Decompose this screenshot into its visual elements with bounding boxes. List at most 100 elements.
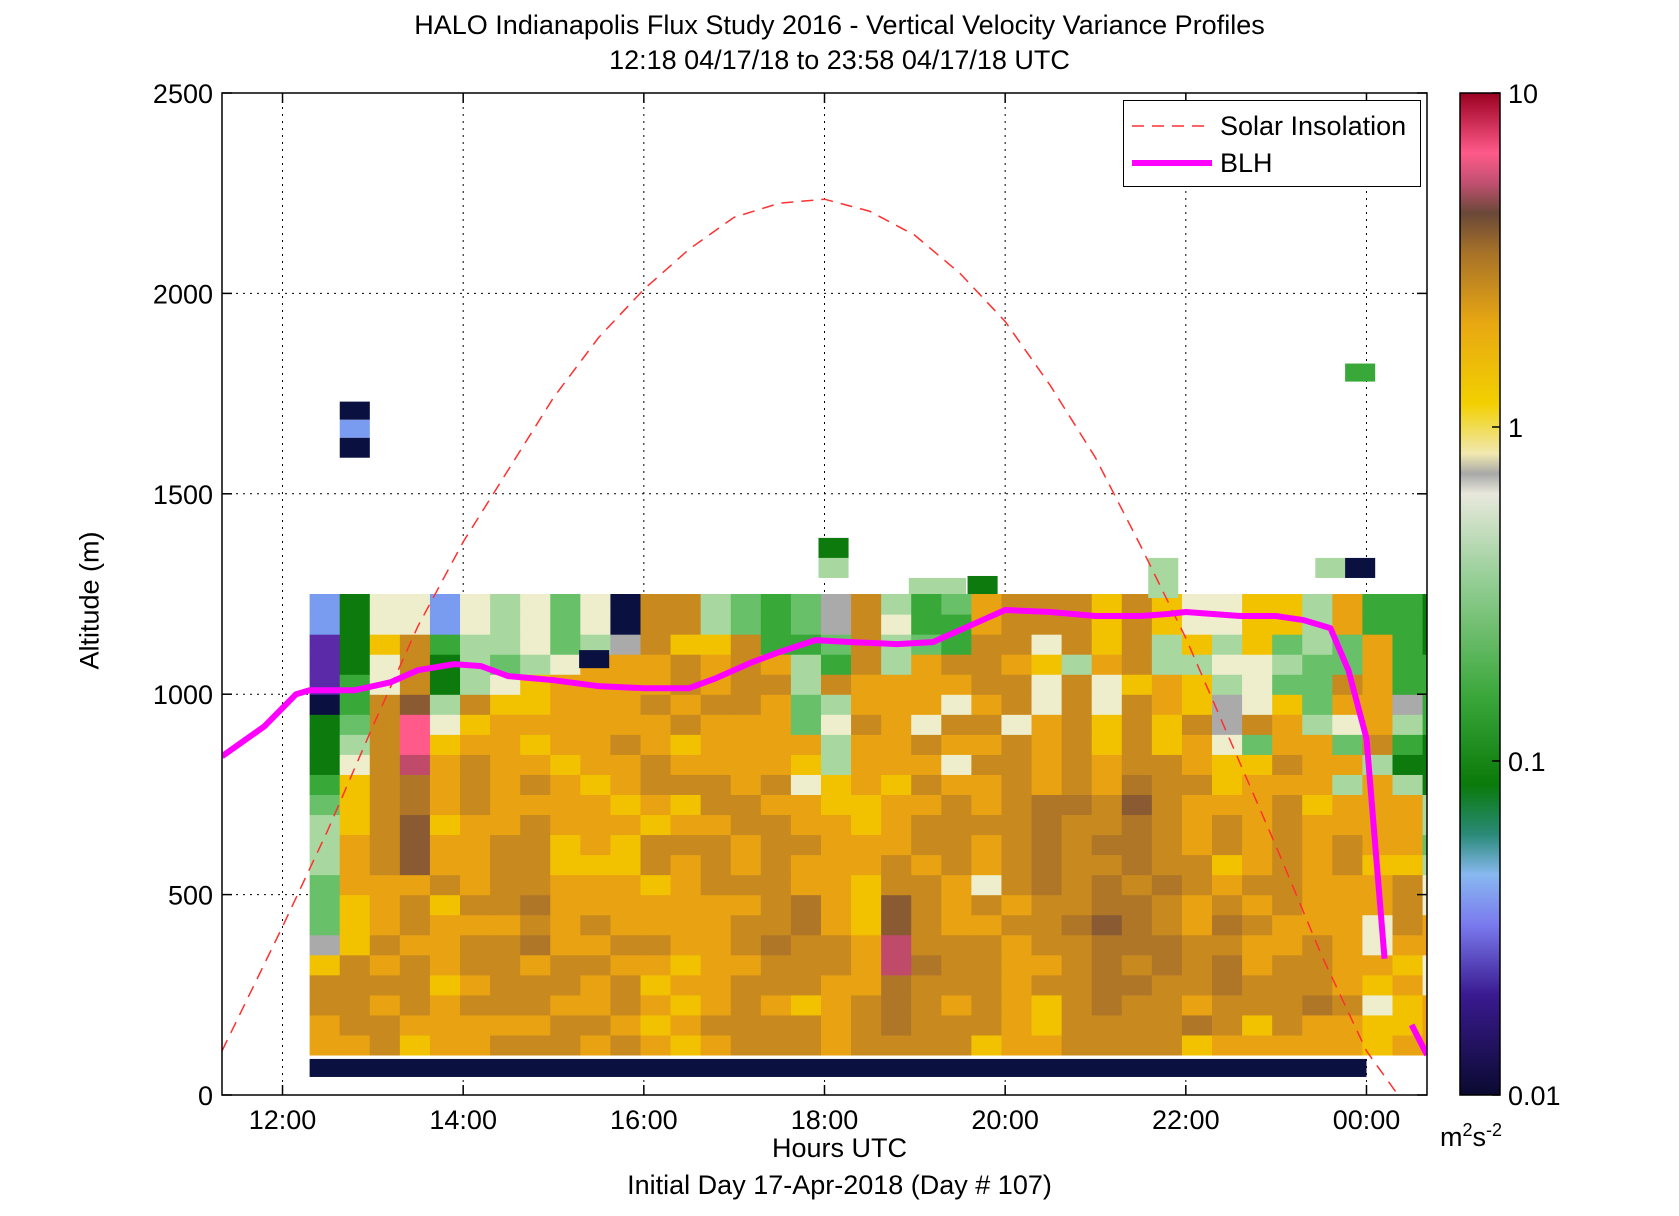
solar-insolation-line — [222, 198, 1399, 1095]
legend-label-blh: BLH — [1220, 147, 1273, 178]
heatmap-cell — [1212, 694, 1243, 715]
legend-swatch-blh — [1132, 160, 1212, 166]
heatmap-cell — [1513, 594, 1544, 615]
heatmap-cell — [550, 694, 581, 715]
heatmap-cell — [429, 894, 461, 916]
heatmap-cell — [369, 654, 401, 675]
heatmap-cell — [730, 854, 762, 876]
heatmap-cell — [1121, 834, 1153, 856]
heatmap-cell — [820, 994, 852, 1016]
heatmap-cell — [490, 714, 521, 735]
heatmap-cell — [1001, 1014, 1033, 1036]
heatmap-cell — [1121, 634, 1153, 655]
heatmap-cell — [429, 814, 461, 836]
heatmap-cell — [1031, 814, 1063, 836]
x-tick-label: 20:00 — [971, 1105, 1039, 1135]
heatmap-cell — [1212, 634, 1243, 655]
heatmap-cell — [610, 714, 642, 735]
heatmap-cell — [640, 934, 672, 956]
heatmap-cell — [851, 714, 882, 735]
heatmap-cell — [1212, 734, 1243, 755]
heatmap-cell — [670, 754, 702, 775]
heatmap-cell — [1212, 714, 1243, 735]
heatmap-cell — [1181, 674, 1213, 695]
heatmap-cell — [309, 974, 341, 996]
heatmap-cell — [1031, 954, 1063, 976]
heatmap-cell — [1242, 734, 1273, 755]
heatmap-cell — [1242, 634, 1273, 655]
heatmap-cell — [429, 994, 461, 1016]
heatmap-cell — [941, 634, 972, 655]
heatmap-cell — [790, 1034, 822, 1056]
heatmap-cell — [1061, 894, 1093, 916]
heatmap-cell — [820, 974, 852, 996]
heatmap-cell — [1362, 654, 1394, 675]
heatmap-cell — [520, 714, 551, 735]
heatmap-cell — [550, 734, 581, 755]
heatmap-cell — [1302, 594, 1333, 615]
heatmap-cell — [580, 594, 612, 615]
heatmap-cell — [1121, 1014, 1153, 1036]
heatmap-cell — [1001, 994, 1033, 1016]
heatmap-cell — [579, 650, 610, 669]
y-tick-label: 500 — [168, 881, 213, 911]
heatmap-cell — [1242, 654, 1273, 675]
heatmap-cell — [760, 974, 792, 996]
heatmap-cell — [760, 734, 792, 755]
heatmap-cell — [1181, 834, 1213, 856]
heatmap-cell — [429, 914, 461, 936]
heatmap-cell — [790, 794, 822, 816]
heatmap-cell — [520, 1014, 551, 1036]
heatmap-cell — [760, 934, 792, 956]
heatmap-cell — [1091, 1034, 1123, 1056]
heatmap-cell — [700, 594, 732, 615]
heatmap-cell — [941, 954, 972, 976]
heatmap-cell — [881, 874, 912, 896]
x-tick-label: 12:00 — [249, 1105, 317, 1135]
heatmap-cell — [760, 1034, 792, 1056]
heatmap-cell — [820, 774, 852, 795]
heatmap-cell — [339, 914, 371, 936]
heatmap-cell — [1212, 1014, 1243, 1036]
heatmap-cell — [580, 1014, 612, 1036]
heatmap-cell — [1242, 834, 1273, 856]
heatmap-cell — [1151, 1014, 1183, 1036]
heatmap-cell — [309, 614, 341, 635]
heatmap-cell — [760, 594, 792, 615]
heatmap-cell — [1302, 674, 1333, 695]
heatmap-cell — [640, 754, 672, 775]
heatmap-cell — [820, 814, 852, 836]
heatmap-cell — [1031, 914, 1063, 936]
heatmap-cell — [851, 974, 882, 996]
heatmap-cell — [610, 934, 642, 956]
colorbar-tick-label: 0.01 — [1508, 1081, 1561, 1111]
heatmap-cell — [1091, 814, 1123, 836]
heatmap-cell — [1091, 934, 1123, 956]
heatmap-cell — [941, 994, 972, 1016]
heatmap-cell — [1422, 734, 1427, 755]
heatmap-cell — [670, 734, 702, 755]
colorbar-unit: m2s-2 — [1440, 1120, 1502, 1153]
heatmap-cell — [1151, 874, 1183, 896]
heatmap-cell — [610, 794, 642, 816]
heatmap-cell — [520, 854, 551, 876]
heatmap-cell — [1212, 674, 1243, 695]
heatmap-cell — [941, 854, 972, 876]
heatmap-cell — [580, 734, 612, 755]
heatmap-cell — [399, 714, 431, 735]
heatmap-cell — [309, 694, 341, 715]
x-tick-label: 00:00 — [1333, 1105, 1401, 1135]
heatmap-cell — [1151, 734, 1183, 755]
heatmap-cell — [490, 914, 521, 936]
heatmap-cell — [820, 1014, 852, 1036]
heatmap-cell — [1151, 774, 1183, 795]
heatmap-cell — [520, 914, 551, 936]
y-tick-label: 2000 — [153, 279, 213, 309]
heatmap-cell — [941, 894, 972, 916]
heatmap-cell — [1031, 834, 1063, 856]
heatmap-cell — [790, 874, 822, 896]
heatmap-cell — [460, 774, 491, 795]
heatmap-cell — [1121, 754, 1153, 775]
heatmap-cell — [580, 994, 612, 1016]
heatmap-cell — [1031, 1034, 1063, 1056]
